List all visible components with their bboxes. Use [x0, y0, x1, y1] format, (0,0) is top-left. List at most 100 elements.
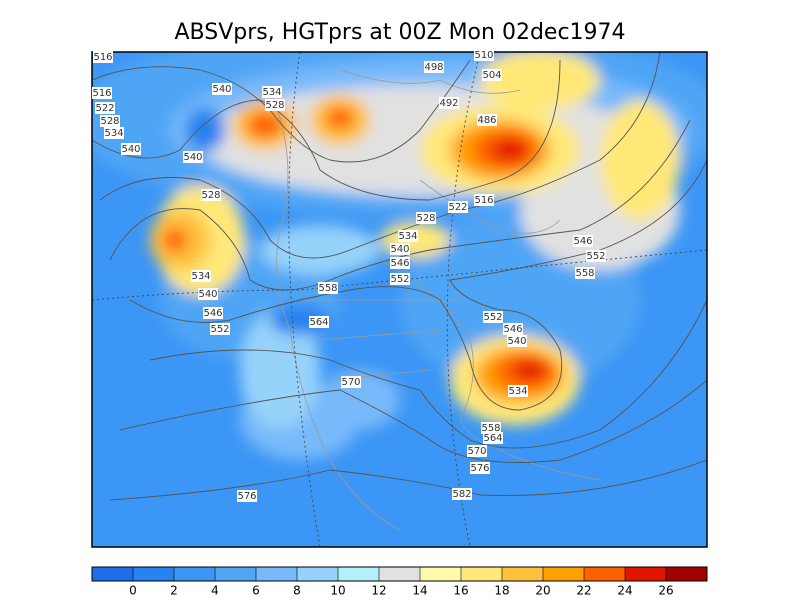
contour-label-box [467, 445, 487, 457]
contour-label-box [398, 230, 418, 242]
map-title: ABSVprs, HGTprs at 00Z Mon 02dec1974 [174, 20, 625, 45]
contour-label: 558 [481, 423, 500, 434]
contour-label: 540 [183, 152, 202, 163]
contour-label: 552 [210, 324, 229, 335]
colorbar-label: 10 [330, 584, 345, 598]
contour-label: 546 [573, 236, 592, 247]
contour-label-box [477, 114, 497, 126]
contour-label: 516 [474, 195, 493, 206]
contour-label-box [95, 102, 115, 114]
contour-label: 552 [483, 312, 502, 323]
map [92, 52, 707, 547]
contour-label-box [474, 194, 494, 206]
contour-label: 528 [265, 100, 284, 111]
contour-label: 552 [390, 274, 409, 285]
contour-label: 504 [482, 70, 501, 81]
contour-label: 576 [470, 463, 489, 474]
contour-label: 552 [586, 251, 605, 262]
contour-label: 534 [191, 271, 210, 282]
contour-label-box [507, 335, 527, 347]
map-frame [91, 51, 708, 548]
contour-label: 528 [100, 116, 119, 127]
contour-label-box [575, 267, 595, 279]
contour-label-box [201, 189, 221, 201]
contour-label-box [318, 282, 338, 294]
contour-label-box [573, 235, 593, 247]
contour-label: 540 [507, 336, 526, 347]
contour-label: 498 [424, 62, 443, 73]
contour-label: 534 [398, 231, 417, 242]
contour-label-box [481, 422, 501, 434]
colorbar: 0 2 4 6 8 10 12 14 16 18 20 22 24 26 [91, 566, 708, 598]
contour-label: 528 [416, 213, 435, 224]
colorbar-swatch [133, 567, 174, 581]
colorbar-swatch [666, 567, 707, 581]
contour-label: 528 [201, 190, 220, 201]
contour-label-box [212, 83, 232, 95]
contour-label-box [424, 61, 444, 73]
colorbar-swatch [92, 567, 133, 581]
contour-label: 534 [508, 386, 527, 397]
colorbar-label: 16 [453, 584, 468, 598]
colorbar-swatch [256, 567, 297, 581]
contour-label: 570 [467, 446, 486, 457]
contour-label-box [439, 97, 459, 109]
contour-label-box [92, 87, 112, 99]
colorbar-label: 6 [252, 584, 260, 598]
colorbar-label: 20 [535, 584, 550, 598]
colorbar-label: 14 [412, 584, 427, 598]
contour-label: 540 [198, 289, 217, 300]
contour-label-box [508, 385, 528, 397]
height-contours [92, 52, 707, 547]
contour-label: 540 [390, 244, 409, 255]
contour-label-box [104, 127, 124, 139]
contour-label-box [210, 323, 230, 335]
contour-label-box [93, 51, 113, 63]
contour-label: 570 [341, 377, 360, 388]
contour-label: 516 [93, 52, 112, 63]
contour-label-box [470, 462, 490, 474]
colorbar-swatch [502, 567, 543, 581]
contour-label-box [309, 316, 329, 328]
contour-label-box [237, 490, 257, 502]
colorbar-label: 12 [371, 584, 386, 598]
contour-label: 516 [92, 88, 111, 99]
colorbar-label: 4 [211, 584, 219, 598]
contour-label-box [191, 270, 211, 282]
contour-label-box [203, 307, 223, 319]
colorbar-swatch [625, 567, 666, 581]
contour-label: 510 [474, 50, 493, 61]
contour-label: 558 [318, 283, 337, 294]
contour-label-box [341, 376, 361, 388]
contour-label: 522 [95, 103, 114, 114]
colorbar-swatch [297, 567, 338, 581]
colorbar-swatch [543, 567, 584, 581]
colorbar-frame [91, 566, 708, 582]
colorbar-label: 24 [617, 584, 632, 598]
contour-label: 540 [212, 84, 231, 95]
contour-label-box [262, 86, 282, 98]
colorbar-swatch [174, 567, 215, 581]
colorbar-label: 8 [293, 584, 301, 598]
colorbar-swatch [461, 567, 502, 581]
contour-label-box [474, 49, 494, 61]
contour-label-box [265, 99, 285, 111]
contour-label: 522 [448, 202, 467, 213]
colorbar-swatch [420, 567, 461, 581]
colorbar-label: 22 [576, 584, 591, 598]
colorbar-label: 0 [129, 584, 137, 598]
contour-label: 486 [477, 115, 496, 126]
contour-label: 534 [262, 87, 281, 98]
contour-label: 546 [203, 308, 222, 319]
colorbar-swatch [379, 567, 420, 581]
contour-label: 534 [104, 128, 123, 139]
contour-label: 546 [390, 258, 409, 269]
contour-label-box [100, 115, 120, 127]
contour-label-box [483, 311, 503, 323]
contour-label-box [183, 151, 203, 163]
contour-label: 540 [121, 144, 140, 155]
colorbar-swatch [338, 567, 379, 581]
contour-label: 558 [575, 268, 594, 279]
